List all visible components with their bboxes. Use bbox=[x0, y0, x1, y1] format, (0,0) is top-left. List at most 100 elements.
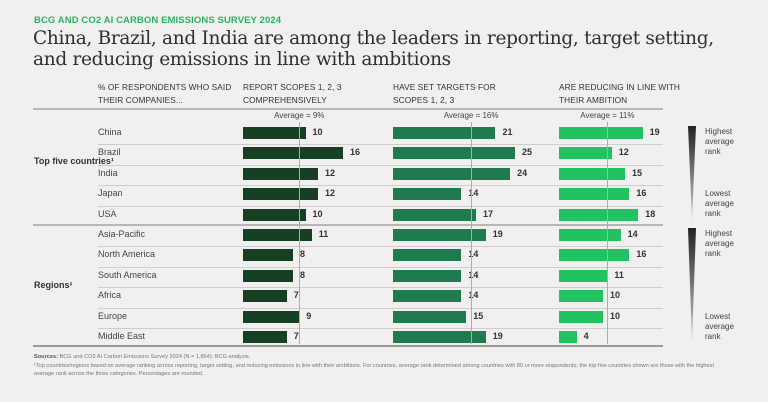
data-label: 12 bbox=[325, 167, 336, 178]
data-label: 16 bbox=[350, 147, 361, 158]
data-label: 19 bbox=[492, 229, 503, 239]
data-label: 25 bbox=[522, 147, 533, 158]
row-label: Africa bbox=[98, 290, 122, 301]
row-divider bbox=[98, 164, 663, 166]
bar bbox=[393, 290, 462, 303]
group-label-countries: Top five countries¹ bbox=[34, 156, 114, 166]
column-header-report: REPORT SCOPES 1, 2, 3 COMPREHENSIVELY bbox=[243, 82, 342, 105]
sources-label: Sources: bbox=[34, 354, 58, 360]
data-label: 4 bbox=[583, 331, 589, 341]
bar bbox=[243, 249, 293, 262]
label-column-header: % OF RESPONDENTS WHO SAID THEIR COMPANIE… bbox=[98, 82, 232, 105]
row-divider bbox=[98, 266, 663, 268]
data-label: 14 bbox=[627, 229, 638, 239]
bar bbox=[243, 331, 287, 343]
bar bbox=[243, 310, 300, 323]
data-label: 12 bbox=[618, 147, 629, 158]
bar bbox=[243, 188, 318, 201]
rank-gradient-icon bbox=[688, 228, 696, 342]
data-label: 16 bbox=[636, 188, 647, 199]
rank-gradient-icon bbox=[688, 126, 696, 220]
bar bbox=[559, 127, 643, 139]
average-line bbox=[607, 122, 609, 344]
bar bbox=[559, 310, 603, 323]
bar bbox=[559, 188, 630, 201]
data-label: 10 bbox=[610, 310, 621, 321]
data-label: 14 bbox=[468, 290, 479, 301]
data-label: 18 bbox=[645, 208, 656, 219]
data-label: 19 bbox=[492, 331, 503, 341]
bar bbox=[393, 188, 462, 201]
bar bbox=[243, 229, 312, 241]
bar bbox=[243, 269, 293, 282]
footnote-note: ¹Top countries/regions based on average … bbox=[34, 363, 715, 377]
bar bbox=[393, 208, 476, 221]
data-label: 8 bbox=[300, 269, 306, 280]
bar bbox=[243, 167, 318, 180]
row-label: South America bbox=[98, 269, 157, 280]
bar bbox=[393, 147, 515, 160]
data-label: 16 bbox=[636, 249, 647, 260]
bar bbox=[393, 249, 462, 262]
data-label: 11 bbox=[318, 229, 329, 239]
average-line bbox=[471, 122, 473, 344]
bar bbox=[559, 249, 630, 262]
data-label: 8 bbox=[300, 249, 306, 260]
rank-lowest-countries: Lowest average rank bbox=[705, 189, 734, 218]
average-label: Average = 11% bbox=[580, 111, 635, 120]
row-label: China bbox=[98, 127, 122, 137]
data-label: 15 bbox=[632, 167, 643, 178]
data-label: 7 bbox=[293, 290, 299, 301]
row-label: USA bbox=[98, 208, 117, 219]
bar bbox=[243, 290, 287, 303]
row-divider bbox=[98, 307, 663, 309]
section-divider bbox=[33, 224, 663, 226]
row-label: Japan bbox=[98, 188, 123, 199]
rank-wedge-countries bbox=[688, 126, 696, 220]
sources-text: BCG and CO2 AI Carbon Emissions Survey 2… bbox=[59, 354, 251, 360]
bar bbox=[559, 147, 612, 160]
rank-highest-regions: Highest average rank bbox=[705, 229, 734, 258]
row-divider bbox=[98, 287, 663, 289]
row-divider bbox=[98, 144, 663, 146]
bar bbox=[243, 147, 343, 160]
bar bbox=[243, 208, 306, 221]
row-label: Asia-Pacific bbox=[98, 229, 146, 239]
data-label: 24 bbox=[517, 167, 528, 178]
row-divider bbox=[98, 205, 663, 207]
bar bbox=[559, 167, 625, 180]
average-label: Average = 16% bbox=[443, 111, 499, 120]
bar bbox=[393, 127, 496, 139]
column-header-targets: HAVE SET TARGETS FOR SCOPES 1, 2, 3 bbox=[393, 82, 496, 105]
bar bbox=[559, 331, 577, 343]
data-label: 11 bbox=[614, 269, 624, 280]
row-label: North America bbox=[98, 249, 156, 260]
rank-lowest-regions: Lowest average rank bbox=[705, 312, 734, 341]
rank-highest-countries: Highest average rank bbox=[705, 127, 734, 156]
data-label: 12 bbox=[325, 188, 336, 199]
data-label: 14 bbox=[468, 249, 479, 260]
data-label: 19 bbox=[649, 127, 660, 137]
data-label: 10 bbox=[610, 290, 621, 301]
average-line bbox=[299, 122, 301, 344]
chart-title: China, Brazil, and India are among the l… bbox=[33, 28, 714, 70]
row-divider bbox=[98, 246, 663, 248]
data-label: 21 bbox=[502, 127, 513, 137]
bar bbox=[393, 229, 486, 241]
data-label: 14 bbox=[468, 269, 479, 280]
bar bbox=[393, 167, 511, 180]
data-label: 10 bbox=[312, 127, 323, 137]
row-label: India bbox=[98, 167, 118, 178]
rank-wedge-regions bbox=[688, 228, 696, 342]
data-label: 7 bbox=[293, 331, 299, 341]
data-label: 14 bbox=[468, 188, 479, 199]
bar bbox=[393, 310, 467, 323]
bar bbox=[393, 331, 486, 343]
kicker: BCG AND CO2 AI CARBON EMISSIONS SURVEY 2… bbox=[34, 15, 282, 26]
group-label-regions: Regions¹ bbox=[34, 280, 73, 290]
data-label: 9 bbox=[306, 310, 312, 321]
data-label: 17 bbox=[482, 208, 493, 219]
row-label: Europe bbox=[98, 310, 128, 321]
header-divider bbox=[33, 108, 663, 110]
row-divider bbox=[98, 185, 663, 187]
